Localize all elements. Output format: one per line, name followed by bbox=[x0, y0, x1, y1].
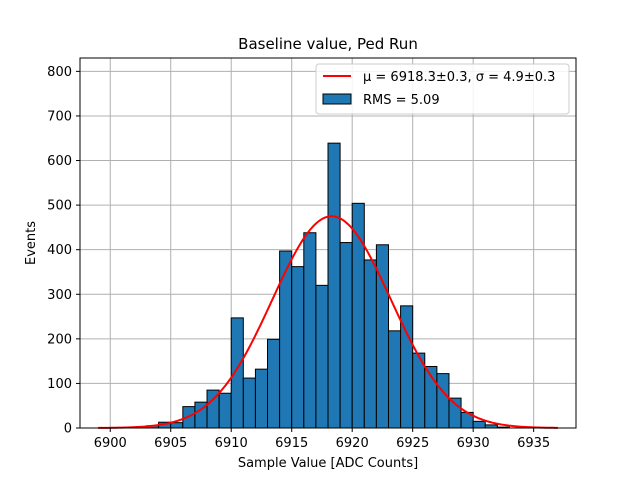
histogram-bar bbox=[436, 373, 450, 429]
x-tick-label: 6920 bbox=[336, 436, 369, 451]
histogram-bar bbox=[291, 266, 305, 429]
y-tick-label: 600 bbox=[47, 154, 72, 169]
x-tick-label: 6925 bbox=[396, 436, 429, 451]
x-tick-label: 6910 bbox=[215, 436, 248, 451]
legend-fit-label: μ = 6918.3±0.3, σ = 4.9±0.3 bbox=[363, 70, 555, 85]
y-tick-label: 700 bbox=[47, 109, 72, 124]
histogram-bar bbox=[327, 142, 341, 429]
y-tick-label: 500 bbox=[47, 199, 72, 214]
histogram-bar bbox=[472, 420, 486, 429]
x-tick-label: 6930 bbox=[457, 436, 490, 451]
histogram-bar bbox=[315, 284, 329, 429]
y-axis-ticks: 0 100 200 300 400 500 600 700 800 bbox=[47, 65, 80, 437]
legend: μ = 6918.3±0.3, σ = 4.9±0.3 RMS = 5.09 bbox=[315, 63, 570, 115]
histogram-bar bbox=[230, 317, 244, 429]
y-tick-label: 200 bbox=[47, 332, 72, 347]
histogram-bar bbox=[363, 259, 377, 429]
y-tick-label: 400 bbox=[47, 243, 72, 258]
histogram-bar bbox=[267, 338, 281, 429]
histogram-bar bbox=[218, 392, 232, 429]
histogram-bar bbox=[303, 232, 317, 429]
y-tick-label: 0 bbox=[64, 422, 72, 437]
x-axis-ticks: 6900 6905 6910 6915 6920 6925 6930 6935 bbox=[94, 428, 550, 451]
histogram-bar bbox=[170, 422, 184, 429]
chart-title: Baseline value, Ped Run bbox=[238, 35, 418, 53]
y-tick-label: 800 bbox=[47, 65, 72, 80]
histogram-bar bbox=[387, 330, 402, 429]
y-axis-label: Events bbox=[24, 221, 39, 265]
legend-hist-swatch bbox=[322, 93, 352, 105]
histogram-bar bbox=[242, 377, 256, 429]
histogram-bar bbox=[254, 368, 269, 429]
histogram-bar bbox=[339, 242, 353, 429]
y-tick-label: 300 bbox=[47, 288, 72, 303]
legend-hist-label: RMS = 5.09 bbox=[363, 93, 440, 108]
legend-box bbox=[315, 63, 570, 115]
plot-frame bbox=[79, 57, 577, 429]
x-tick-label: 6935 bbox=[517, 436, 550, 451]
y-tick-label: 100 bbox=[47, 377, 72, 392]
histogram-bar bbox=[279, 250, 293, 429]
x-axis-label: Sample Value [ADC Counts] bbox=[238, 456, 418, 471]
x-tick-label: 6915 bbox=[275, 436, 308, 451]
x-tick-label: 6905 bbox=[154, 436, 187, 451]
gaussian-fit-curve bbox=[98, 215, 558, 429]
x-tick-label: 6900 bbox=[94, 436, 127, 451]
